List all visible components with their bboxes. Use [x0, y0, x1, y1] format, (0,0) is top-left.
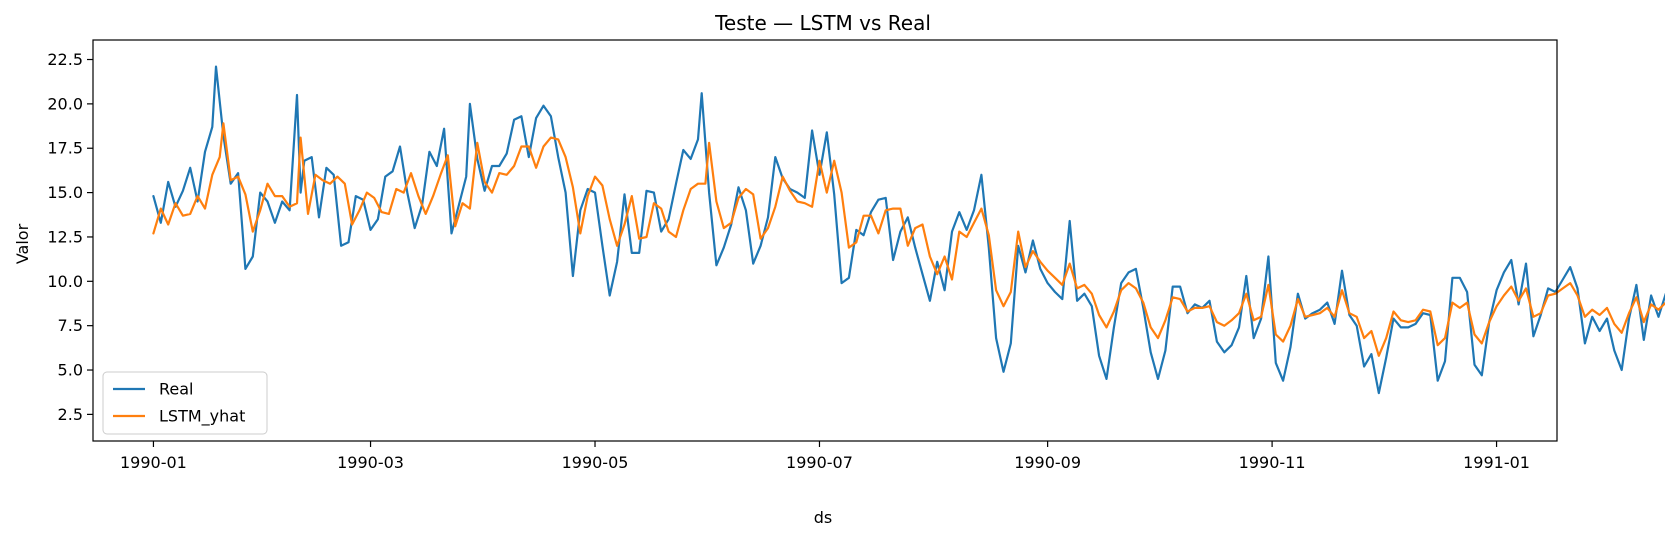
legend-label: LSTM_yhat — [159, 407, 245, 427]
x-tick-label: 1990-01 — [120, 453, 187, 472]
y-tick-label: 17.5 — [47, 139, 83, 158]
legend-label: Real — [159, 380, 194, 399]
x-tick-label: 1991-01 — [1463, 453, 1530, 472]
series-line-lstm-yhat — [152, 122, 1665, 357]
y-tick-label: 5.0 — [58, 361, 83, 380]
y-axis-title: Valor — [13, 223, 32, 264]
y-tick-label: 2.5 — [58, 405, 83, 424]
y-tick-label: 10.0 — [47, 272, 83, 291]
x-tick-label: 1990-05 — [562, 453, 629, 472]
legend: Real LSTM_yhat — [102, 371, 268, 435]
x-tick-label: 1990-07 — [786, 453, 853, 472]
y-tick-label: 22.5 — [47, 50, 83, 69]
x-axis-title: ds — [814, 508, 833, 527]
x-tick-label: 1990-03 — [337, 453, 404, 472]
x-tick-label: 1990-09 — [1014, 453, 1081, 472]
y-tick-label: 12.5 — [47, 227, 83, 246]
x-tick-label: 1990-11 — [1239, 453, 1306, 472]
axes-layer: 2.5 5.0 7.5 10.0 12.5 15.0 17.5 20.0 22.5 1990-01… — [47, 39, 1558, 472]
y-tick-label: 7.5 — [58, 316, 83, 335]
y-tick-label: 15.0 — [47, 183, 83, 202]
plot-frame — [92, 39, 1558, 442]
legend-box — [102, 371, 268, 435]
y-tick-label: 20.0 — [47, 94, 83, 113]
series-line-real — [152, 65, 1665, 395]
chart-title: Teste — LSTM vs Real — [714, 11, 931, 35]
series-layer — [152, 65, 1665, 395]
